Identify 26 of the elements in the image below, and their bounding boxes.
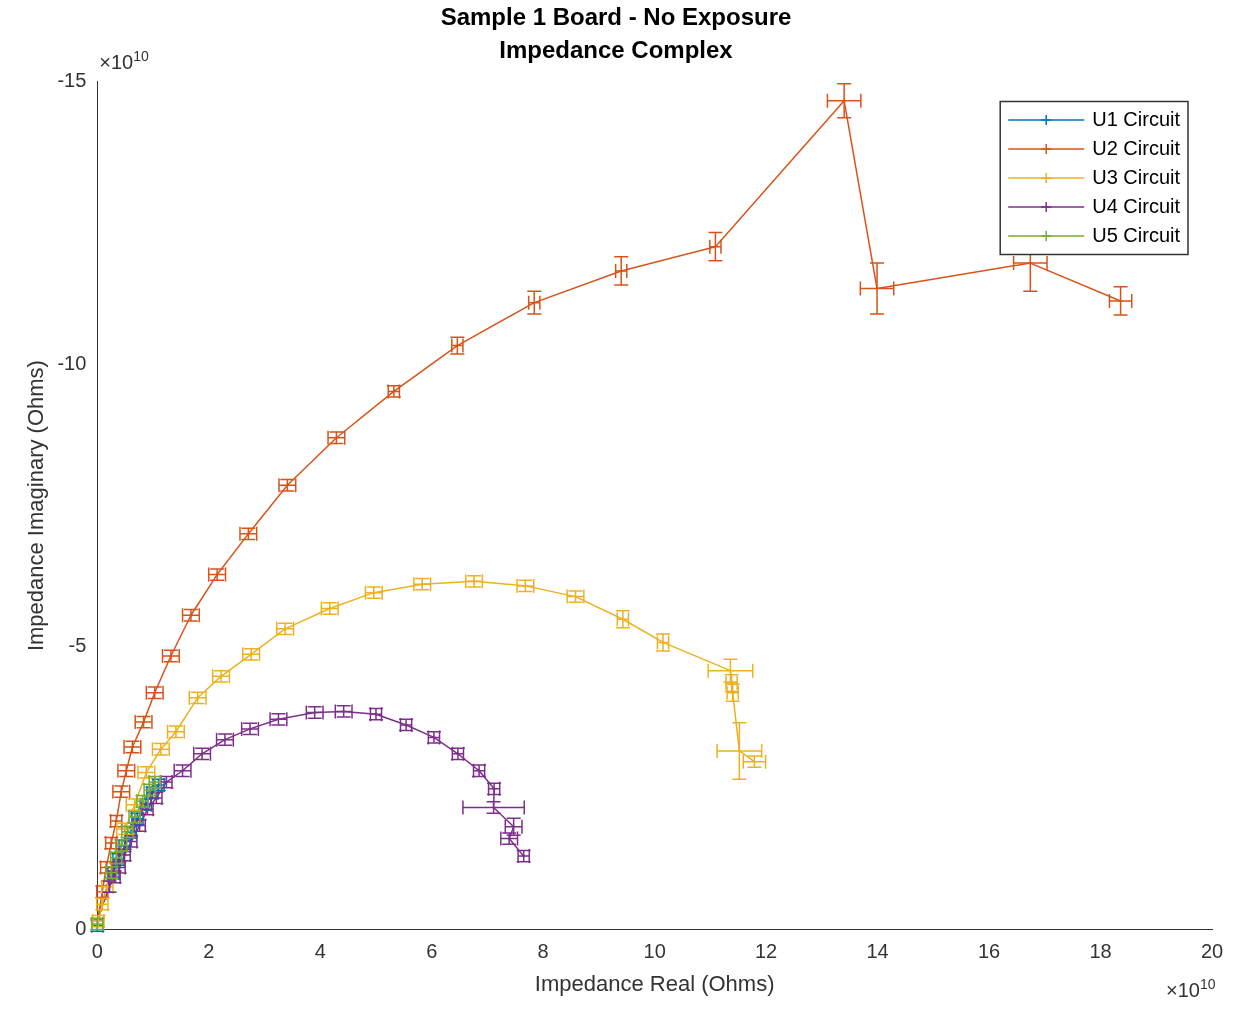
x-tick-label: 2 [203,940,215,963]
legend-label: U5 Circuit [1092,223,1181,246]
y-axis-title: Impedance Imaginary (Ohms) [23,360,49,652]
legend-label: U2 Circuit [1092,136,1181,159]
x-axis-title: Impedance Real (Ohms) [534,970,775,996]
x-tick-label: 20 [1200,940,1224,963]
legend-label: U3 Circuit [1092,165,1181,188]
legend-label: U4 Circuit [1092,194,1181,217]
x-tick-label: 10 [643,940,666,963]
y-tick-label: 0 [75,917,87,940]
y-tick-label: -15 [57,69,87,92]
text: ×10$^{10}$ [1166,975,1216,1002]
x-tick-label: 14 [866,940,889,963]
x-tick-label: 6 [426,940,438,963]
y-tick-label: -10 [57,351,87,374]
chart-title: Sample 1 Board - No Exposure [440,3,792,31]
x-tick-label: 4 [314,940,326,963]
x-tick-label: 8 [537,940,549,963]
x-tick-label: 16 [977,940,1001,963]
x-tick-label: 18 [1089,940,1112,963]
text: ×10$^{10}$ [99,47,149,74]
legend-label: U1 Circuit [1092,107,1181,130]
x-tick-label: 12 [755,940,778,963]
x-tick-label: 0 [91,940,103,963]
chart-subtitle: Impedance Complex [499,35,734,63]
y-tick-label: -5 [68,634,87,657]
